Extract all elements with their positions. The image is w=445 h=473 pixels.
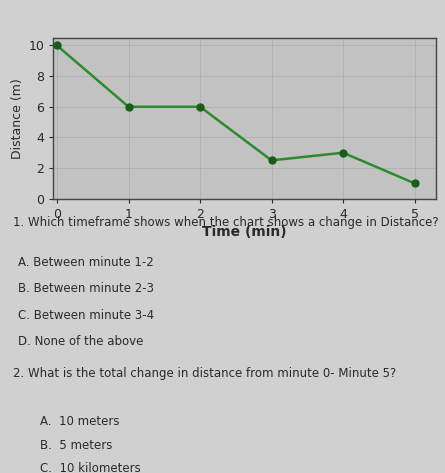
Point [268,157,275,164]
Text: 2. What is the total change in distance from minute 0- Minute 5?: 2. What is the total change in distance … [13,367,396,380]
Point [53,42,61,49]
Text: A.  10 meters: A. 10 meters [40,415,120,428]
Point [197,103,204,111]
Text: D. None of the above: D. None of the above [18,335,143,348]
Text: A. Between minute 1-2: A. Between minute 1-2 [18,256,154,269]
Text: B. Between minute 2-3: B. Between minute 2-3 [18,282,154,295]
Point [340,149,347,157]
Point [411,180,418,187]
Text: C.  10 kilometers: C. 10 kilometers [40,463,141,473]
Text: C. Between minute 3-4: C. Between minute 3-4 [18,309,154,322]
Point [125,103,132,111]
Y-axis label: Distance (m): Distance (m) [11,78,24,158]
Text: 1. Which timeframe shows when the chart shows a change in Distance?: 1. Which timeframe shows when the chart … [13,216,439,229]
Text: B.  5 meters: B. 5 meters [40,438,113,452]
X-axis label: Time (min): Time (min) [202,225,287,239]
